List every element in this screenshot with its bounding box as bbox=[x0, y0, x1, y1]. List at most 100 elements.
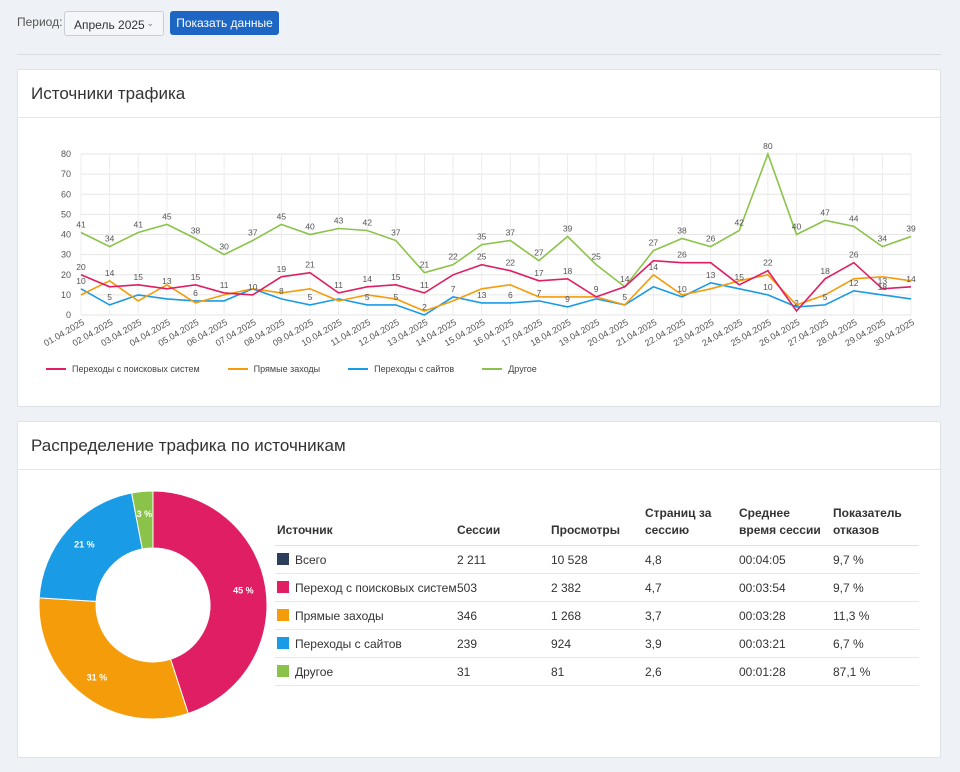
data-label: 44 bbox=[849, 213, 859, 223]
legend-item[interactable]: Переходы с сайтов bbox=[348, 364, 454, 374]
series-line-1 bbox=[80, 273, 912, 312]
column-header[interactable]: Просмотры bbox=[551, 523, 621, 537]
pie-slice[interactable] bbox=[152, 490, 268, 715]
data-label: 5 bbox=[365, 292, 370, 302]
data-label: 13 bbox=[477, 290, 487, 300]
table-cell: 2,6 bbox=[645, 665, 662, 679]
data-label: 21 bbox=[420, 260, 430, 270]
toolbar: Период: Апрель 2025 ⌄ Показать данные bbox=[0, 0, 960, 54]
data-label: 15 bbox=[191, 272, 201, 282]
data-label: 15 bbox=[735, 272, 745, 282]
table-cell: 239 bbox=[457, 637, 478, 651]
table-row: Переход с поисковых систем 503 2 382 4,7 00:… bbox=[275, 574, 919, 602]
table-row: Другое 31 81 2,6 00:01:28 87,1 % bbox=[275, 658, 919, 686]
row-color-swatch bbox=[277, 609, 289, 621]
data-label: 22 bbox=[763, 258, 773, 268]
chevron-down-icon: ⌄ bbox=[146, 18, 154, 28]
data-label: 13 bbox=[878, 276, 888, 286]
pie-slice[interactable] bbox=[38, 492, 143, 602]
period-value: Апрель 2025 bbox=[74, 18, 145, 32]
table-cell: 00:03:28 bbox=[739, 609, 786, 623]
table-cell: 11,3 % bbox=[833, 609, 870, 623]
row-color-swatch bbox=[277, 581, 289, 593]
y-tick-label: 10 bbox=[61, 290, 71, 300]
y-tick-label: 70 bbox=[61, 169, 71, 179]
traffic-distribution-card: Распределение трафика по источникам 45 %… bbox=[17, 421, 941, 758]
slice-label: 3 % bbox=[137, 509, 153, 519]
table-cell: 9,7 % bbox=[833, 581, 864, 595]
traffic-line-chart: 0102030405060708001.04.202502.04.202503.… bbox=[42, 141, 916, 348]
legend-swatch bbox=[348, 368, 369, 370]
data-label: 18 bbox=[563, 266, 573, 276]
y-tick-label: 30 bbox=[61, 250, 71, 260]
data-label: 9 bbox=[594, 284, 599, 294]
legend-swatch bbox=[46, 368, 66, 370]
y-tick-label: 50 bbox=[61, 209, 71, 219]
data-label: 13 bbox=[706, 270, 716, 280]
column-header[interactable]: Источник bbox=[277, 523, 333, 537]
data-label: 37 bbox=[248, 228, 258, 238]
data-label: 15 bbox=[391, 272, 401, 282]
legend-swatch bbox=[482, 368, 503, 370]
data-label: 7 bbox=[451, 284, 456, 294]
period-select[interactable]: Апрель 2025 ⌄ bbox=[64, 11, 164, 36]
column-header[interactable]: Сессии bbox=[457, 523, 501, 537]
data-label: 26 bbox=[706, 234, 716, 244]
data-label: 11 bbox=[220, 280, 229, 290]
row-color-swatch bbox=[277, 637, 289, 649]
column-header[interactable]: Страниц за сессию bbox=[645, 506, 712, 537]
table-cell: 00:01:28 bbox=[739, 665, 786, 679]
data-label: 2 bbox=[422, 302, 427, 312]
legend-item[interactable]: Прямые заходы bbox=[227, 364, 320, 374]
table-cell: 3,9 bbox=[645, 637, 662, 651]
data-label: 18 bbox=[878, 282, 888, 292]
pie-slice[interactable] bbox=[131, 490, 154, 550]
data-label: 40 bbox=[792, 222, 802, 232]
y-tick-label: 80 bbox=[61, 149, 71, 159]
y-tick-label: 40 bbox=[61, 230, 71, 240]
card-title-traffic: Источники трафика bbox=[18, 70, 940, 118]
data-label: 27 bbox=[649, 238, 659, 248]
table-cell: Другое bbox=[295, 665, 334, 679]
legend-label: Переходы с поисковых систем bbox=[72, 364, 200, 374]
table-cell: 00:03:21 bbox=[739, 637, 786, 651]
data-label: 45 bbox=[277, 211, 287, 221]
data-label: 43 bbox=[334, 215, 344, 225]
data-label: 14 bbox=[105, 268, 115, 278]
data-label: 41 bbox=[134, 219, 144, 229]
legend-item[interactable]: Другое bbox=[482, 364, 537, 374]
data-label: 19 bbox=[277, 264, 287, 274]
column-header[interactable]: Показатель отказов bbox=[833, 506, 902, 537]
table-cell: 3,7 bbox=[645, 609, 662, 623]
column-header[interactable]: Среднее время сессии bbox=[739, 506, 821, 537]
table-cell: 81 bbox=[551, 665, 565, 679]
slice-label: 31 % bbox=[87, 672, 108, 682]
table-cell: Всего bbox=[295, 553, 327, 567]
data-label: 14 bbox=[620, 274, 630, 284]
data-label: 41 bbox=[76, 219, 86, 229]
period-label: Период: bbox=[17, 15, 63, 29]
data-label: 10 bbox=[76, 276, 86, 286]
data-label: 10 bbox=[763, 282, 773, 292]
table-row: Всего 2 211 10 528 4,8 00:04:05 9,7 % bbox=[275, 546, 919, 574]
table-cell: 924 bbox=[551, 637, 572, 651]
table-cell: 4,8 bbox=[645, 553, 662, 567]
table-cell: Переход с поисковых систем bbox=[295, 581, 457, 595]
series-line-0 bbox=[80, 259, 912, 313]
data-label: 14 bbox=[906, 274, 916, 284]
data-label: 37 bbox=[391, 228, 401, 238]
slice-label: 45 % bbox=[233, 586, 254, 596]
data-label: 25 bbox=[477, 252, 487, 262]
data-label: 22 bbox=[506, 258, 516, 268]
data-label: 7 bbox=[537, 288, 542, 298]
table-row: Переходы с сайтов 239 924 3,9 00:03:21 6,7 % bbox=[275, 630, 919, 658]
y-tick-label: 20 bbox=[61, 270, 71, 280]
data-label: 14 bbox=[649, 262, 659, 272]
data-label: 5 bbox=[622, 292, 627, 302]
legend-item[interactable]: Переходы с поисковых систем bbox=[46, 364, 200, 374]
data-label: 2 bbox=[794, 298, 799, 308]
data-label: 37 bbox=[506, 228, 516, 238]
show-data-button[interactable]: Показать данные bbox=[170, 11, 279, 35]
legend-swatch bbox=[227, 368, 248, 370]
pie-slice[interactable] bbox=[38, 597, 189, 720]
